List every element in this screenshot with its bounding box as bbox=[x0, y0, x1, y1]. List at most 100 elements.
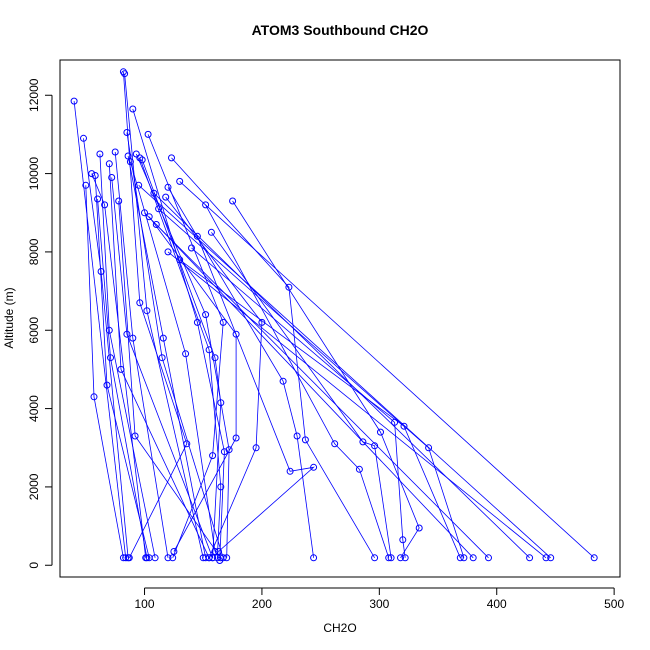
data-point bbox=[387, 554, 395, 562]
x-tick-label: 200 bbox=[252, 597, 272, 611]
data-point bbox=[355, 465, 363, 473]
profile-line bbox=[114, 151, 169, 558]
data-point bbox=[202, 201, 210, 209]
data-point bbox=[229, 197, 237, 205]
data-point bbox=[145, 213, 153, 221]
profile-line bbox=[148, 216, 237, 552]
profile-line bbox=[126, 132, 224, 558]
data-point bbox=[183, 440, 191, 448]
profile-line bbox=[147, 134, 224, 558]
data-point bbox=[129, 105, 137, 113]
profile-line bbox=[205, 204, 390, 558]
data-point bbox=[80, 134, 87, 142]
data-point bbox=[213, 554, 221, 562]
y-tick-label: 8000 bbox=[27, 238, 41, 265]
data-point bbox=[141, 209, 148, 217]
y-tick-label: 4000 bbox=[27, 395, 41, 422]
data-point bbox=[211, 354, 219, 362]
profile-line bbox=[191, 247, 406, 558]
profile-line bbox=[108, 163, 210, 558]
profile-line bbox=[85, 185, 124, 558]
data-point bbox=[159, 334, 167, 342]
profile-line bbox=[83, 138, 129, 558]
data-series bbox=[70, 68, 598, 564]
profile-line bbox=[111, 177, 213, 558]
data-point bbox=[164, 554, 172, 562]
data-point bbox=[252, 444, 260, 452]
profile-line bbox=[138, 185, 551, 559]
data-point bbox=[547, 554, 555, 562]
data-point bbox=[217, 399, 225, 407]
profile-line bbox=[135, 153, 230, 558]
data-point bbox=[90, 393, 98, 401]
data-point bbox=[94, 195, 102, 203]
profile-line bbox=[124, 73, 204, 558]
y-axis: 0 2000 4000 6000 8000 10000 12000 bbox=[27, 78, 53, 569]
data-point bbox=[397, 554, 404, 562]
data-point bbox=[310, 463, 318, 471]
profile-line bbox=[167, 187, 314, 558]
y-tick-label: 0 bbox=[27, 562, 41, 569]
data-point bbox=[391, 418, 399, 426]
data-point bbox=[101, 201, 109, 209]
data-point bbox=[371, 554, 379, 562]
data-point bbox=[279, 377, 287, 385]
data-point bbox=[258, 318, 266, 326]
y-tick-label: 12000 bbox=[27, 78, 41, 112]
data-point bbox=[526, 554, 534, 562]
data-point bbox=[169, 554, 177, 562]
data-point bbox=[377, 428, 384, 436]
data-point bbox=[176, 177, 184, 185]
data-point bbox=[105, 326, 113, 334]
data-point bbox=[385, 554, 393, 562]
data-point bbox=[135, 181, 143, 189]
data-point bbox=[219, 318, 227, 326]
profile-line bbox=[130, 161, 216, 552]
data-point bbox=[123, 129, 131, 136]
data-point bbox=[122, 554, 130, 562]
data-point bbox=[168, 154, 175, 162]
data-point bbox=[138, 156, 146, 164]
data-point bbox=[155, 205, 163, 213]
data-point bbox=[164, 183, 172, 191]
data-point bbox=[151, 554, 159, 562]
data-point bbox=[456, 554, 464, 562]
data-point bbox=[223, 554, 231, 562]
profile-line bbox=[167, 251, 547, 559]
data-point bbox=[205, 346, 213, 354]
profile-line bbox=[165, 196, 263, 558]
data-point bbox=[124, 152, 132, 160]
data-point bbox=[108, 174, 116, 181]
profile-line bbox=[94, 175, 150, 558]
data-point bbox=[107, 354, 114, 362]
profile-line bbox=[127, 155, 206, 558]
data-point bbox=[286, 467, 294, 475]
y-tick-label: 2000 bbox=[27, 473, 41, 500]
data-point bbox=[164, 248, 172, 256]
data-point bbox=[188, 244, 195, 252]
profile-line bbox=[158, 208, 465, 558]
data-point bbox=[121, 70, 129, 78]
data-point bbox=[301, 436, 309, 444]
y-axis-label: Altitude (m) bbox=[2, 287, 16, 348]
data-point bbox=[193, 232, 201, 240]
data-point bbox=[209, 554, 217, 562]
profile-line bbox=[141, 159, 222, 558]
data-point bbox=[88, 170, 96, 178]
profile-line bbox=[132, 108, 225, 561]
data-point bbox=[202, 311, 210, 319]
data-point bbox=[215, 548, 222, 555]
data-point bbox=[590, 554, 598, 562]
profile-line bbox=[153, 192, 530, 559]
profile-line bbox=[144, 212, 489, 559]
data-point bbox=[136, 299, 144, 307]
profile-line bbox=[232, 200, 420, 559]
x-tick-label: 100 bbox=[135, 597, 155, 611]
profile-line bbox=[97, 198, 148, 558]
profile-line bbox=[171, 157, 375, 559]
data-point bbox=[129, 334, 137, 342]
data-point bbox=[132, 150, 140, 158]
data-point bbox=[211, 548, 219, 555]
data-point bbox=[131, 432, 139, 440]
y-tick-label: 6000 bbox=[27, 317, 41, 344]
